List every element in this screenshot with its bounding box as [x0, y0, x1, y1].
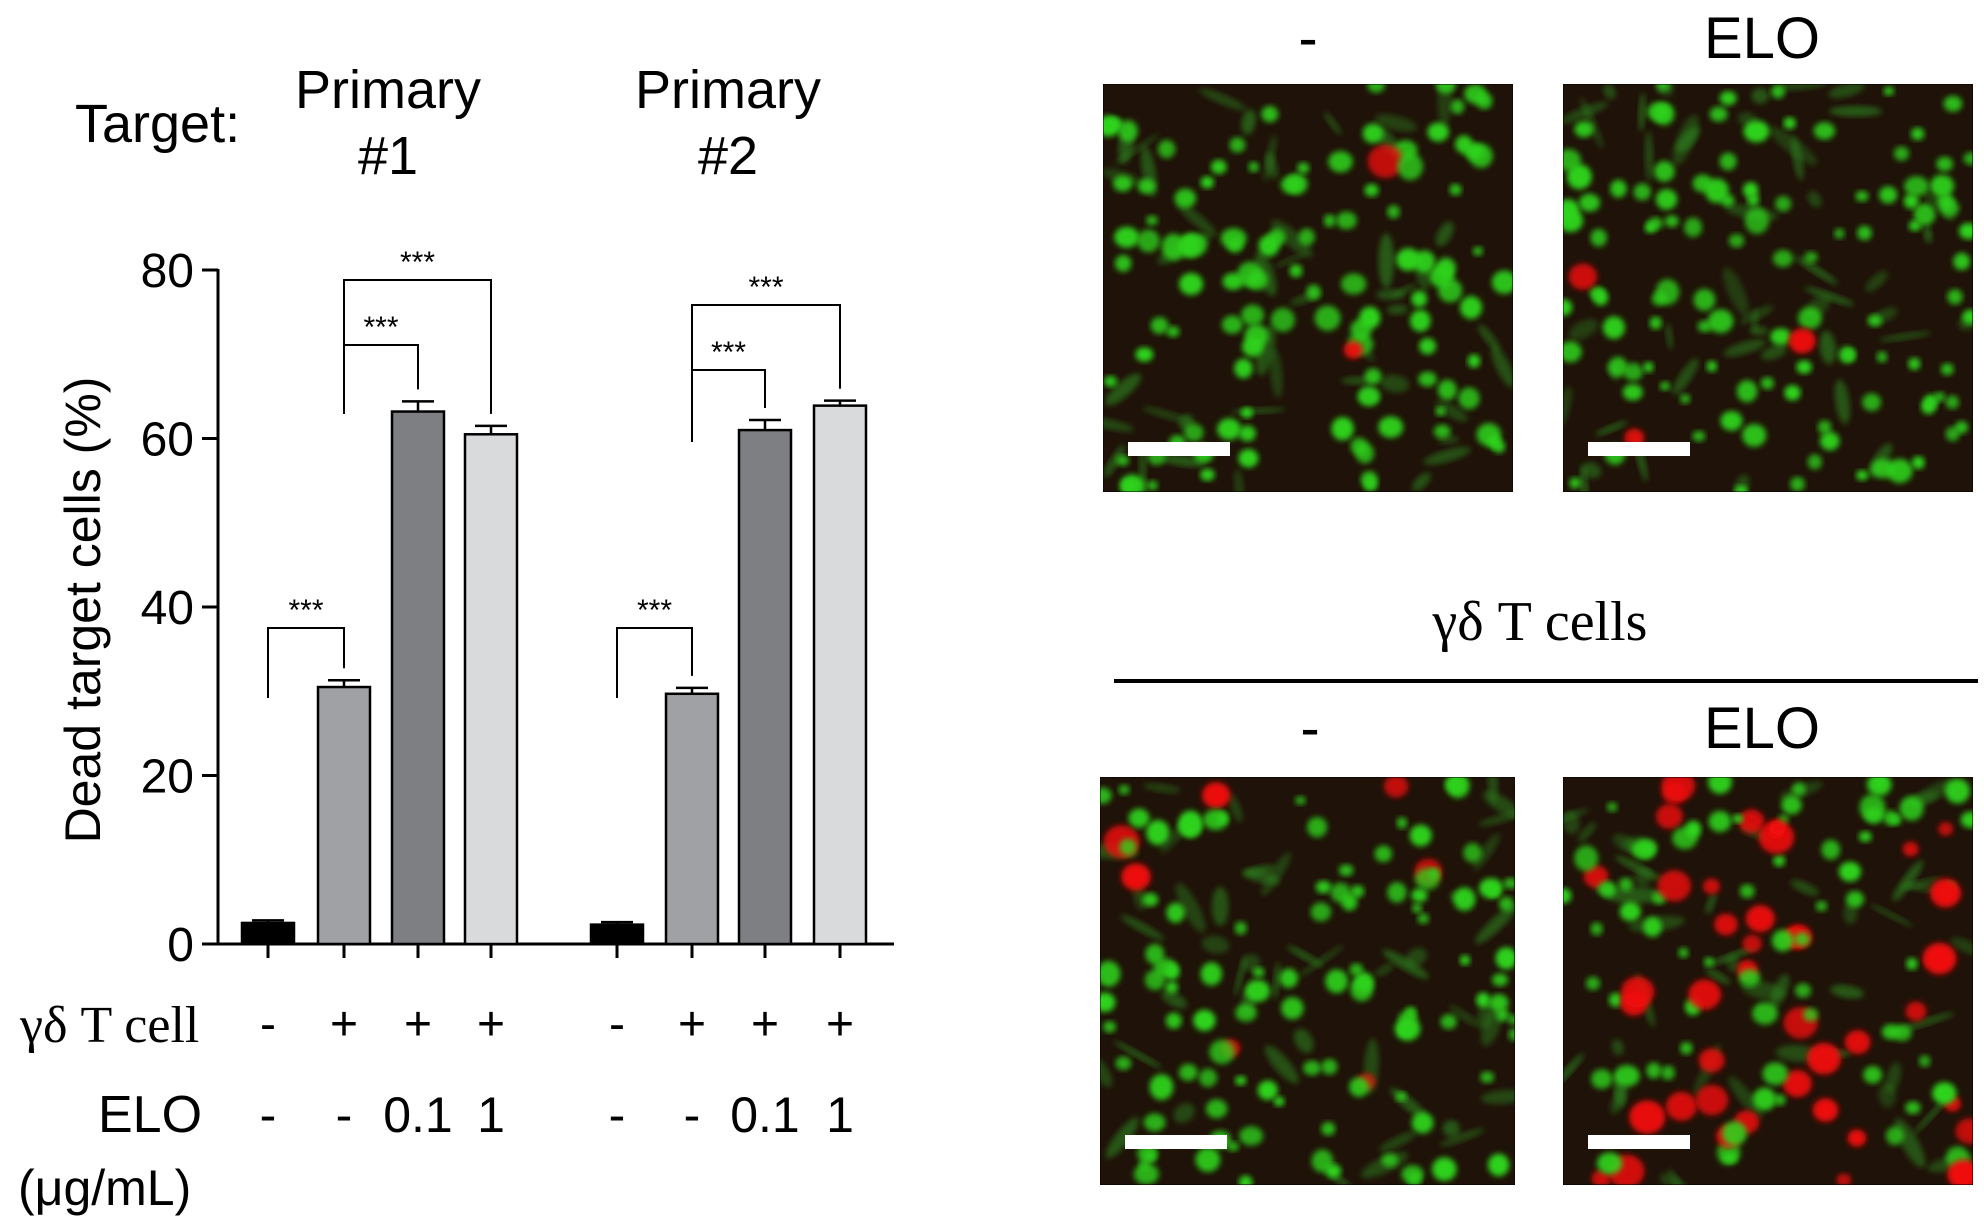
micrograph-elo-with-tcells [1563, 777, 1973, 1185]
gd-value: + [678, 998, 706, 1051]
bar [240, 921, 296, 946]
bar [589, 923, 645, 946]
significance-label: *** [711, 336, 746, 369]
bar [737, 428, 793, 946]
group-title: Primary [635, 60, 821, 120]
significance-brackets: ****************** [267, 246, 841, 698]
bars [240, 399, 868, 946]
target-header: Target: [75, 94, 240, 154]
scale-bar [1588, 1135, 1690, 1149]
y-tick-label: 60 [141, 414, 194, 467]
tcells-group-label: γδ T cells [1432, 591, 1648, 653]
bar [664, 692, 720, 946]
condition-rows: γδ T cell ELO (μg/mL) --+-+0.1+1--+-+0.1… [18, 997, 854, 1216]
group-title: #1 [358, 126, 418, 186]
bar [463, 433, 519, 946]
gd-value: + [826, 998, 854, 1051]
y-tick-label: 40 [141, 582, 194, 635]
y-tick-label: 20 [141, 751, 194, 804]
gd-value: + [404, 998, 432, 1051]
gd-row-label: γδ T cell [19, 997, 199, 1054]
elo-value: - [260, 1087, 277, 1143]
scale-bar [1128, 442, 1230, 456]
significance-label: *** [748, 271, 783, 304]
elo-value: 0.1 [383, 1087, 453, 1143]
significance-label: *** [363, 311, 398, 344]
elo-value: 1 [477, 1087, 505, 1143]
y-axis-label: Dead target cells (%) [55, 377, 111, 844]
bar [390, 410, 446, 946]
micrograph-control-with-tcells [1100, 777, 1515, 1185]
gd-value: + [477, 998, 505, 1051]
scale-bar [1125, 1135, 1227, 1149]
elo-unit-label: (μg/mL) [18, 1160, 191, 1216]
y-tick-label: 0 [167, 919, 194, 972]
micrograph-panels: - ELO γδ T cells - ELO [1100, 6, 1978, 1185]
micrograph-control-no-tcells [1103, 84, 1513, 492]
elo-value: - [609, 1087, 626, 1143]
top-left-label: - [1298, 6, 1317, 71]
elo-row-label: ELO [98, 1086, 202, 1144]
elo-value: - [684, 1087, 701, 1143]
gd-value: + [751, 998, 779, 1051]
gd-value: - [609, 998, 625, 1051]
group-title: #2 [698, 126, 758, 186]
y-tick-label: 80 [141, 245, 194, 298]
micrograph-elo-no-tcells [1563, 84, 1973, 492]
significance-bracket [343, 344, 419, 414]
significance-bracket [616, 627, 693, 698]
elo-value: 0.1 [730, 1087, 800, 1143]
elo-value: - [336, 1087, 353, 1143]
top-right-label: ELO [1704, 6, 1820, 71]
bottom-left-label: - [1300, 696, 1319, 761]
significance-bracket [343, 279, 492, 414]
significance-label: *** [637, 594, 672, 627]
gd-value: - [260, 998, 276, 1051]
gd-value: + [330, 998, 358, 1051]
significance-label: *** [400, 246, 435, 279]
bar [812, 404, 868, 946]
significance-label: *** [288, 594, 323, 627]
significance-bracket [267, 627, 345, 698]
x-axis [218, 942, 894, 958]
significance-bracket [691, 304, 841, 442]
bottom-right-label: ELO [1704, 696, 1820, 761]
y-axis: 0 20 40 60 80 [141, 245, 220, 972]
scale-bar [1588, 442, 1690, 456]
group-title: Primary [295, 60, 481, 120]
elo-value: 1 [826, 1087, 854, 1143]
bar [316, 685, 372, 946]
